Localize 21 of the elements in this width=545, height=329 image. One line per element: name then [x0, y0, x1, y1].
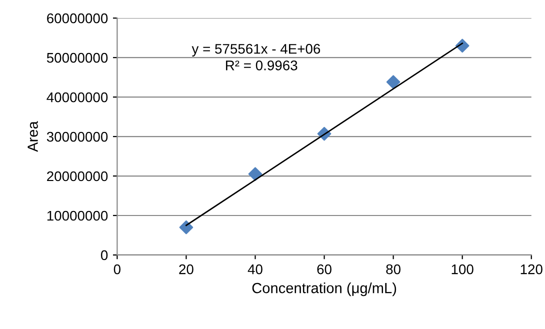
- x-tick-label: 100: [452, 264, 474, 274]
- x-axis-title: Concentration (μg/mL): [252, 282, 396, 296]
- x-tick-label: 120: [520, 264, 542, 274]
- annotation: R² = 0.9963: [226, 60, 298, 70]
- x-tick-label: 0: [114, 264, 120, 274]
- y-tick-label: 20000000: [47, 171, 108, 182]
- x-tick-label: 40: [248, 264, 262, 274]
- y-tick-label: 30000000: [46, 132, 108, 142]
- x-tick-label: 20: [179, 264, 194, 274]
- y-tick-label: 60000000: [47, 13, 108, 24]
- y-tick-label: 40000000: [46, 92, 108, 102]
- x-tick-label: 80: [386, 264, 400, 274]
- point: [179, 220, 194, 234]
- y-tick-label: 50000000: [46, 52, 108, 63]
- point: [248, 167, 262, 181]
- annotation: y = 575561x - 4E+06: [192, 44, 320, 57]
- x-tick-label: 60: [317, 264, 332, 274]
- y-tick-label: 10000000: [47, 210, 108, 221]
- y-tick-label: 0: [100, 250, 108, 260]
- point: [386, 75, 400, 89]
- y-axis-title: Area: [28, 121, 38, 152]
